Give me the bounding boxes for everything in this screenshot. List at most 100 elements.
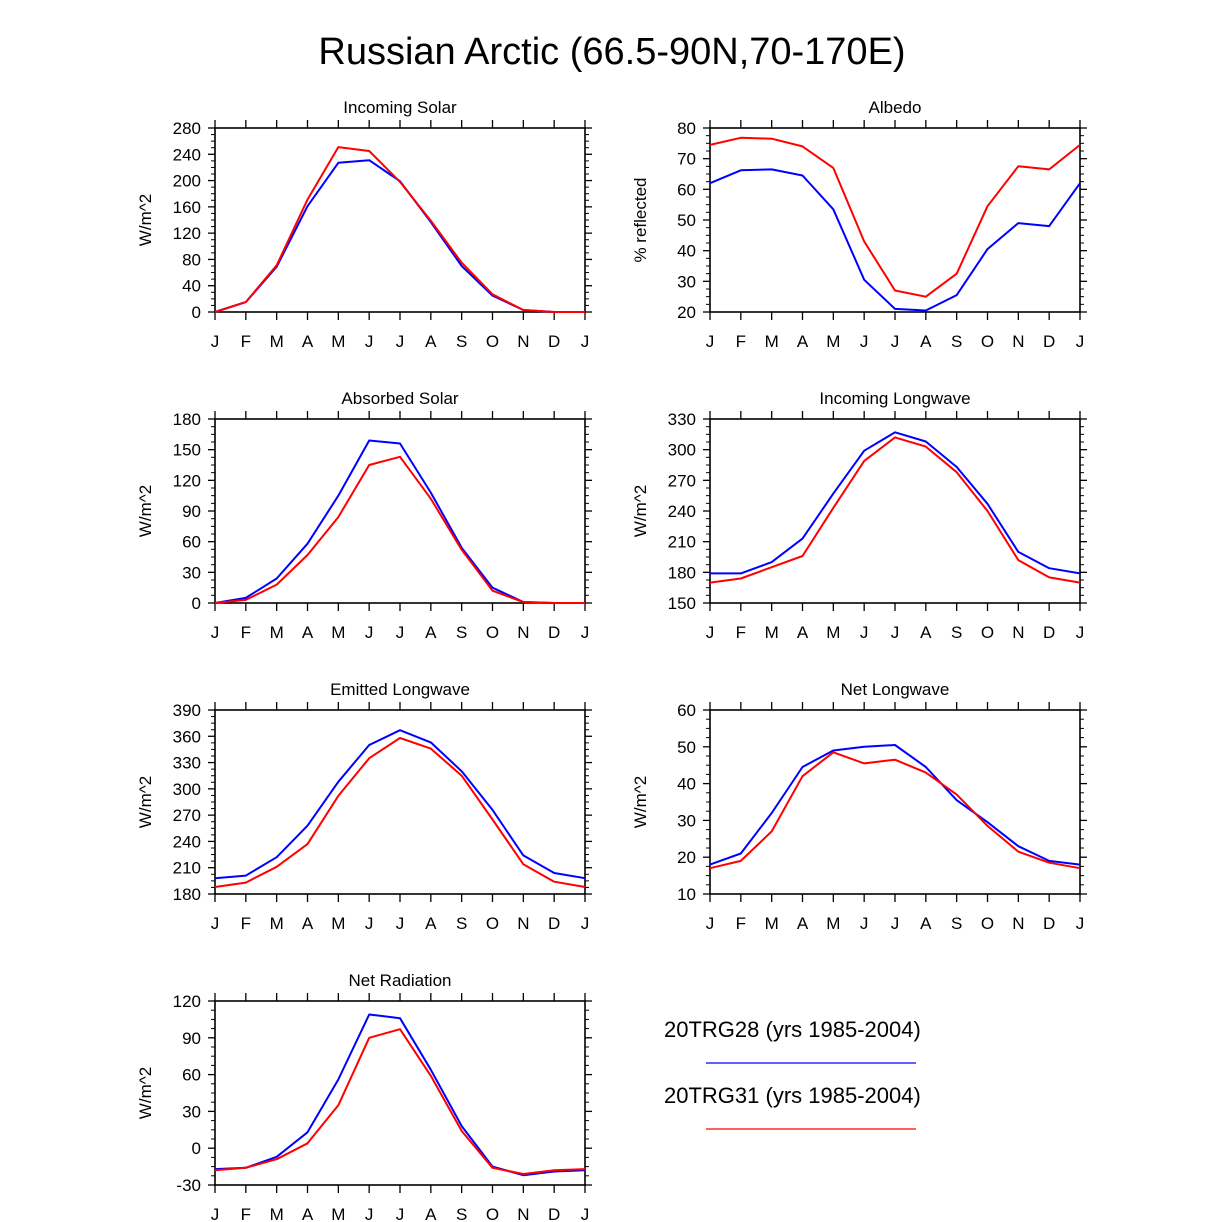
net-longwave-x-tick-label: J — [891, 914, 900, 933]
emitted-longwave-x-tick-label: D — [548, 914, 560, 933]
incoming-solar-title: Incoming Solar — [343, 98, 457, 117]
absorbed-solar-x-tick-label: M — [331, 623, 345, 642]
absorbed-solar-x-tick-label: J — [581, 623, 590, 642]
incoming-longwave-y-tick-label: 270 — [668, 471, 696, 490]
net-radiation-y-tick-label: 60 — [182, 1066, 201, 1085]
emitted-longwave-y-tick-label: 240 — [173, 832, 201, 851]
albedo-y-tick-label: 60 — [677, 180, 696, 199]
panels: Incoming SolarW/m^204080120160200240280J… — [136, 98, 1087, 1222]
net-radiation-y-tick-label: 120 — [173, 992, 201, 1011]
albedo-x-tick-label: J — [860, 332, 869, 351]
incoming-longwave-y-tick-label: 300 — [668, 441, 696, 460]
incoming-longwave-x-tick-label: F — [736, 623, 746, 642]
incoming-solar-y-tick-label: 160 — [173, 198, 201, 217]
net-longwave-y-tick-label: 40 — [677, 775, 696, 794]
incoming-longwave-x-tick-label: J — [891, 623, 900, 642]
legend-label-1: 20TRG28 (yrs 1985-2004) — [664, 1017, 921, 1042]
incoming-solar-y-tick-label: 120 — [173, 224, 201, 243]
incoming-solar-x-tick-label: F — [241, 332, 251, 351]
emitted-longwave-y-tick-label: 360 — [173, 727, 201, 746]
emitted-longwave-x-tick-label: J — [365, 914, 374, 933]
incoming-solar-y-axis-label: W/m^2 — [136, 194, 155, 246]
net-radiation-y-tick-label: 0 — [192, 1139, 201, 1158]
incoming-solar-x-tick-label: J — [581, 332, 590, 351]
incoming-solar-y-tick-label: 0 — [192, 303, 201, 322]
albedo-y-tick-label: 50 — [677, 211, 696, 230]
net-longwave-y-tick-label: 30 — [677, 811, 696, 830]
net-longwave-x-tick-label: N — [1012, 914, 1024, 933]
net-radiation-y-tick-label: 90 — [182, 1029, 201, 1048]
emitted-longwave-x-tick-label: A — [302, 914, 314, 933]
albedo-y-tick-label: 30 — [677, 272, 696, 291]
net-radiation-x-tick-label: F — [241, 1205, 251, 1222]
panel-incoming-longwave: Incoming Longwave W/m^2 150 180 210 240 270 300… — [631, 389, 1087, 642]
albedo-x-tick-label: J — [891, 332, 900, 351]
absorbed-solar-x-tick-label: J — [365, 623, 374, 642]
incoming-longwave-x-tick-label: D — [1043, 623, 1055, 642]
incoming-solar-y-tick-label: 40 — [182, 277, 201, 296]
albedo-x-tick-label: S — [951, 332, 962, 351]
net-radiation-title: Net Radiation — [348, 971, 451, 990]
net-longwave-x-tick-label: J — [1076, 914, 1085, 933]
absorbed-solar-x-tick-label: S — [456, 623, 467, 642]
net-radiation-x-tick-label: A — [302, 1205, 314, 1222]
incoming-solar-y-tick-label: 240 — [173, 145, 201, 164]
incoming-solar-x-tick-label: S — [456, 332, 467, 351]
albedo-x-tick-label: M — [826, 332, 840, 351]
albedo-x-tick-label: A — [797, 332, 809, 351]
net-longwave-x-tick-label: J — [860, 914, 869, 933]
absorbed-solar-x-tick-label: F — [241, 623, 251, 642]
emitted-longwave-x-tick-label: O — [486, 914, 499, 933]
net-longwave-y-axis-label: W/m^2 — [631, 776, 650, 828]
albedo-series-20trg31-yrs-1985-2004-line — [709, 136, 1081, 298]
albedo-x-tick-label: D — [1043, 332, 1055, 351]
net-longwave-x-tick-label: A — [920, 914, 932, 933]
incoming-longwave-x-tick-label: N — [1012, 623, 1024, 642]
albedo-x-tick-label: A — [920, 332, 932, 351]
incoming-solar-x-tick-label: D — [548, 332, 560, 351]
albedo-x-tick-label: M — [765, 332, 779, 351]
absorbed-solar-x-tick-label: J — [211, 623, 220, 642]
net-longwave-y-tick-label: 60 — [677, 701, 696, 720]
legend: 20TRG28 (yrs 1985-2004) 20TRG31 (yrs 198… — [664, 1017, 921, 1130]
albedo-y-tick-label: 40 — [677, 242, 696, 261]
incoming-longwave-x-tick-label: M — [826, 623, 840, 642]
albedo-y-tick-label: 80 — [677, 119, 696, 138]
incoming-longwave-y-axis-label: W/m^2 — [631, 485, 650, 537]
net-radiation-series-20trg28-yrs-1985-2004-line — [214, 1013, 586, 1177]
albedo-y-tick-label: 70 — [677, 150, 696, 169]
albedo-x-tick-label: N — [1012, 332, 1024, 351]
absorbed-solar-title: Absorbed Solar — [341, 389, 459, 408]
net-longwave-series-20trg28-yrs-1985-2004-line — [709, 744, 1081, 866]
incoming-longwave-y-tick-label: 150 — [668, 594, 696, 613]
emitted-longwave-y-tick-label: 300 — [173, 780, 201, 799]
albedo-x-tick-label: F — [736, 332, 746, 351]
incoming-longwave-y-tick-label: 180 — [668, 563, 696, 582]
absorbed-solar-y-tick-label: 30 — [182, 563, 201, 582]
emitted-longwave-y-tick-label: 270 — [173, 806, 201, 825]
net-radiation-x-tick-label: M — [331, 1205, 345, 1222]
incoming-solar-x-tick-label: N — [517, 332, 529, 351]
absorbed-solar-x-tick-label: O — [486, 623, 499, 642]
incoming-solar-x-tick-label: J — [365, 332, 374, 351]
albedo-x-tick-label: J — [706, 332, 715, 351]
incoming-longwave-x-tick-label: A — [797, 623, 809, 642]
net-longwave-x-tick-label: S — [951, 914, 962, 933]
net-longwave-y-tick-label: 10 — [677, 885, 696, 904]
emitted-longwave-x-tick-label: M — [331, 914, 345, 933]
emitted-longwave-series-20trg31-yrs-1985-2004-line — [214, 737, 586, 888]
absorbed-solar-x-tick-label: A — [425, 623, 437, 642]
incoming-solar-x-tick-label: A — [302, 332, 314, 351]
incoming-longwave-y-tick-label: 330 — [668, 410, 696, 429]
net-longwave-x-tick-label: O — [981, 914, 994, 933]
emitted-longwave-x-tick-label: N — [517, 914, 529, 933]
incoming-longwave-x-tick-label: M — [765, 623, 779, 642]
incoming-longwave-series-20trg28-yrs-1985-2004-line — [710, 431, 1081, 575]
emitted-longwave-y-tick-label: 330 — [173, 754, 201, 773]
emitted-longwave-x-tick-label: J — [211, 914, 220, 933]
net-radiation-x-tick-label: J — [365, 1205, 374, 1222]
